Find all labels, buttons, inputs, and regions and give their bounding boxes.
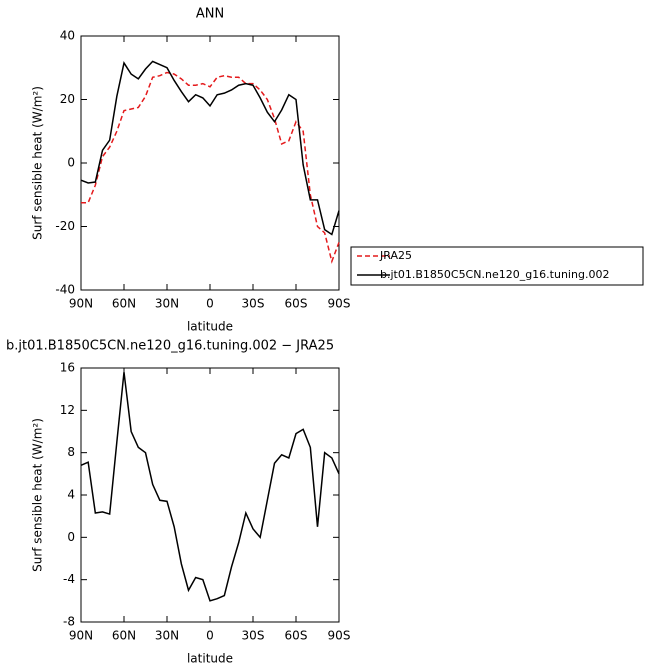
- x-tick-label: 60S: [285, 629, 308, 643]
- y-tick-label: 4: [67, 488, 75, 502]
- x-tick-label: 90N: [69, 297, 93, 311]
- chart-title: b.jt01.B1850C5CN.ne120_g16.tuning.002 − …: [6, 339, 334, 354]
- data-line: [81, 71, 340, 264]
- x-tick-label: 60N: [112, 629, 136, 643]
- y-axis-label: Surf sensible heat (W/m²): [31, 418, 45, 572]
- y-axis-label: Surf sensible heat (W/m²): [31, 86, 45, 240]
- y-tick-label: 0: [67, 530, 75, 544]
- y-tick-label: 40: [60, 29, 75, 43]
- y-tick-label: 12: [60, 403, 75, 417]
- legend-label: JRA25: [379, 249, 412, 262]
- x-tick-label: 90S: [328, 629, 351, 643]
- x-tick-label: 60N: [112, 297, 136, 311]
- x-tick-label: 90S: [328, 297, 351, 311]
- y-tick-label: -8: [63, 615, 75, 629]
- x-tick-label: 30S: [242, 629, 265, 643]
- x-axis-label: latitude: [187, 320, 233, 334]
- x-tick-label: 0: [206, 297, 214, 311]
- y-tick-label: -40: [55, 283, 75, 297]
- data-line: [80, 60, 340, 236]
- x-tick-label: 0: [206, 629, 214, 643]
- y-tick-label: -20: [55, 219, 75, 233]
- x-axis-label: latitude: [187, 652, 233, 666]
- y-tick-label: 16: [60, 361, 75, 375]
- legend-frame: [350, 246, 644, 286]
- x-tick-label: 30N: [155, 297, 179, 311]
- y-tick-label: 8: [67, 445, 75, 459]
- x-tick-label: 90N: [69, 629, 93, 643]
- x-tick-label: 30N: [155, 629, 179, 643]
- y-tick-label: 0: [67, 156, 75, 170]
- legend-label: b.jt01.B1850C5CN.ne120_g16.tuning.002: [380, 268, 609, 281]
- x-tick-label: 60S: [285, 297, 308, 311]
- chart-title: ANN: [196, 7, 224, 22]
- x-tick-label: 30S: [242, 297, 265, 311]
- plot-frame: [80, 35, 340, 291]
- data-line: [80, 372, 340, 602]
- plot-frame: [80, 367, 340, 623]
- y-tick-label: -4: [63, 572, 75, 586]
- y-tick-label: 20: [60, 92, 75, 106]
